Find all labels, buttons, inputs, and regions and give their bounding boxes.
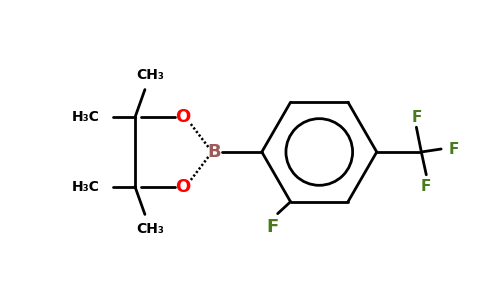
Text: CH₃: CH₃ [136, 68, 164, 82]
Text: B: B [208, 143, 221, 161]
Text: O: O [175, 108, 190, 126]
Text: H₃C: H₃C [72, 180, 99, 194]
Text: CH₃: CH₃ [136, 222, 164, 236]
Text: F: F [267, 218, 279, 236]
Text: F: F [421, 179, 431, 194]
Text: H₃C: H₃C [72, 110, 99, 124]
Text: F: F [449, 142, 459, 157]
Text: F: F [411, 110, 422, 125]
Text: O: O [175, 178, 190, 196]
